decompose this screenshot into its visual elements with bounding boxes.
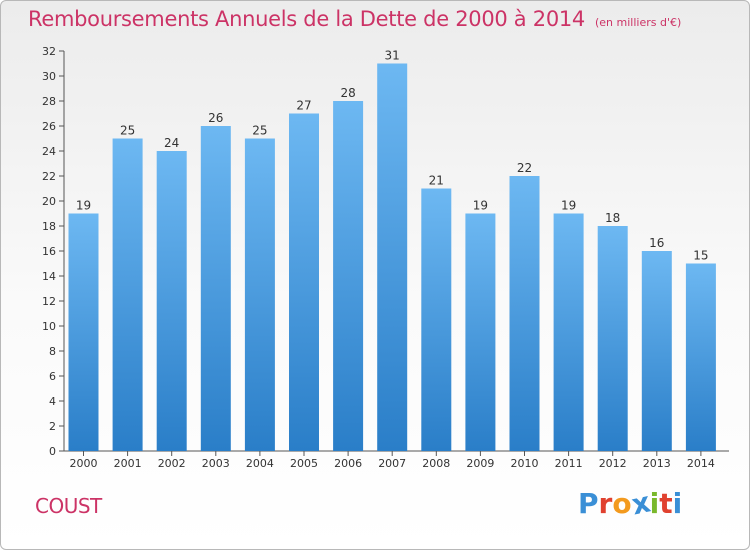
bar-2003 xyxy=(200,126,231,451)
value-label-2009: 19 xyxy=(473,199,488,213)
brand-letter: t xyxy=(659,487,673,520)
bar-2000 xyxy=(68,213,99,451)
x-tick-label-2006: 2006 xyxy=(334,457,362,470)
bar-2004 xyxy=(244,138,275,451)
y-tick-label: 8 xyxy=(49,345,56,358)
bar-2011 xyxy=(553,213,584,451)
x-tick-label-2013: 2013 xyxy=(643,457,671,470)
value-label-2006: 28 xyxy=(340,86,355,100)
bar-2007 xyxy=(377,63,408,451)
x-tick-label-2004: 2004 xyxy=(246,457,274,470)
bar-2008 xyxy=(421,188,452,451)
brand-letter: i xyxy=(672,487,683,520)
bar-2009 xyxy=(465,213,496,451)
x-tick-label-2005: 2005 xyxy=(290,457,318,470)
brand-letter: i xyxy=(649,487,660,520)
y-tick-label: 20 xyxy=(42,195,56,208)
value-label-2014: 15 xyxy=(693,249,708,263)
y-tick-label: 22 xyxy=(42,170,56,183)
x-tick-label-2003: 2003 xyxy=(202,457,230,470)
chart-title: Remboursements Annuels de la Dette de 20… xyxy=(28,7,681,31)
value-label-2000: 19 xyxy=(76,199,91,213)
chart-title-text: Remboursements Annuels de la Dette de 20… xyxy=(28,7,585,31)
x-tick-label-2000: 2000 xyxy=(70,457,98,470)
bar-2001 xyxy=(112,138,143,451)
value-label-2010: 22 xyxy=(517,161,532,175)
brand-letter: o xyxy=(612,487,632,520)
y-tick-label: 2 xyxy=(49,420,56,433)
value-label-2007: 31 xyxy=(385,49,400,63)
x-tick-label-2007: 2007 xyxy=(378,457,406,470)
value-label-2004: 25 xyxy=(252,124,267,138)
bar-2012 xyxy=(597,226,628,451)
x-tick-label-2002: 2002 xyxy=(158,457,186,470)
value-label-2008: 21 xyxy=(429,174,444,188)
bar-2010 xyxy=(509,176,540,451)
brand-letter: r xyxy=(598,487,613,520)
x-tick-label-2001: 2001 xyxy=(114,457,142,470)
y-tick-label: 4 xyxy=(49,395,56,408)
value-label-2001: 25 xyxy=(120,124,135,138)
bar-2006 xyxy=(333,101,364,451)
y-tick-label: 28 xyxy=(42,95,56,108)
value-label-2003: 26 xyxy=(208,111,223,125)
bar-2002 xyxy=(156,151,187,451)
town-name: COUST xyxy=(35,494,102,518)
value-label-2012: 18 xyxy=(605,211,620,225)
y-tick-label: 26 xyxy=(42,120,56,133)
value-label-2013: 16 xyxy=(649,236,664,250)
x-tick-label-2009: 2009 xyxy=(466,457,494,470)
value-label-2005: 27 xyxy=(296,99,311,113)
x-tick-label-2011: 2011 xyxy=(555,457,583,470)
x-tick-label-2014: 2014 xyxy=(687,457,715,470)
y-tick-label: 30 xyxy=(42,70,56,83)
bar-2005 xyxy=(289,113,319,451)
y-tick-label: 32 xyxy=(42,45,56,58)
y-tick-label: 16 xyxy=(42,245,56,258)
brand-letter: P xyxy=(578,487,599,520)
chart-unit: (en milliers d'€) xyxy=(595,16,682,29)
bar-2013 xyxy=(641,251,672,451)
bar-2014 xyxy=(685,263,716,451)
y-tick-label: 18 xyxy=(42,220,56,233)
x-tick-label-2010: 2010 xyxy=(511,457,539,470)
y-tick-label: 12 xyxy=(42,295,56,308)
y-tick-label: 10 xyxy=(42,320,56,333)
y-tick-label: 6 xyxy=(49,370,56,383)
x-tick-label-2008: 2008 xyxy=(422,457,450,470)
y-tick-label: 14 xyxy=(42,270,56,283)
x-tick-label-2012: 2012 xyxy=(599,457,627,470)
value-label-2011: 19 xyxy=(561,199,576,213)
y-tick-label: 24 xyxy=(42,145,56,158)
value-label-2002: 24 xyxy=(164,136,179,150)
proxiti-logo: Proxiti xyxy=(578,485,683,521)
y-tick-label: 0 xyxy=(49,445,56,458)
